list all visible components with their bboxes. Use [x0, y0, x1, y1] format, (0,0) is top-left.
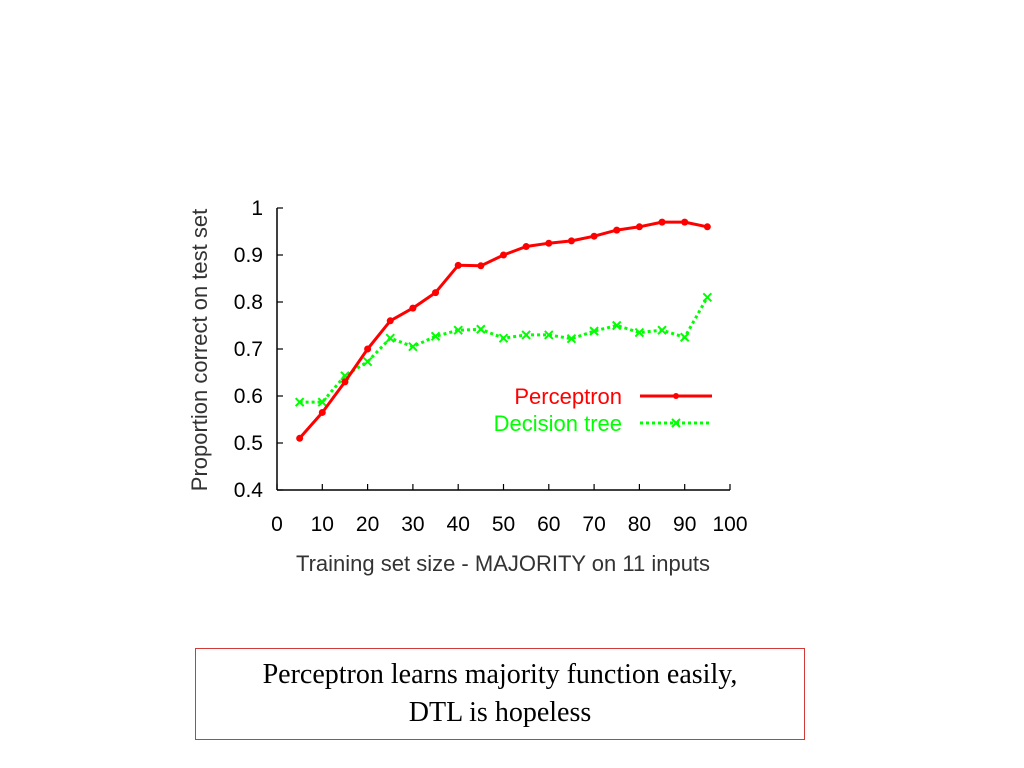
y-tick-label: 0.5 — [234, 432, 263, 455]
data-point-decision-tree — [589, 326, 599, 336]
data-point-perceptron — [477, 262, 485, 270]
data-point-perceptron — [635, 223, 643, 231]
data-point-perceptron — [341, 378, 349, 386]
data-point-perceptron — [658, 218, 666, 226]
data-point-decision-tree — [430, 331, 441, 342]
data-point-decision-tree — [362, 356, 373, 367]
y-axis-title: Proportion correct on test set — [187, 209, 212, 491]
y-tick-label: 0.6 — [234, 385, 263, 408]
data-point-decision-tree — [679, 332, 690, 342]
series-line-decision-tree — [299, 296, 709, 404]
data-point-perceptron — [500, 251, 507, 259]
data-point-perceptron — [364, 345, 372, 353]
x-tick-label: 20 — [356, 513, 379, 536]
y-tick-label: 0.8 — [234, 291, 263, 314]
y-tick-group: 0.4 0.5 0.6 0.7 0.8 0.9 1 — [234, 197, 283, 502]
x-tick-label: 40 — [447, 513, 470, 536]
chart: 0.4 0.5 0.6 0.7 0.8 0.9 1 0 10 20 30 40 50 60 70 80 90 1… — [187, 197, 748, 576]
x-tick-label: 90 — [673, 513, 696, 536]
data-point-decision-tree — [657, 325, 667, 335]
x-tick-label: 10 — [311, 513, 334, 536]
legend-label-perceptron: Perceptron — [514, 384, 622, 409]
x-tick-label: 60 — [537, 513, 560, 536]
data-point-decision-tree — [385, 333, 395, 343]
caption-line-1: Perceptron learns majority function easi… — [262, 659, 738, 690]
data-point-perceptron — [613, 226, 621, 234]
caption-line-2: DTL is hopeless — [408, 697, 592, 728]
x-axis-title: Training set size - MAJORITY on 11 input… — [296, 551, 710, 576]
data-point-decision-tree — [612, 320, 622, 331]
data-point-perceptron — [681, 218, 689, 226]
x-tick-label: 50 — [492, 513, 515, 536]
data-point-perceptron — [522, 243, 530, 251]
data-point-decision-tree — [634, 327, 645, 338]
data-point-decision-tree — [317, 397, 328, 407]
data-point-decision-tree — [544, 330, 554, 340]
data-point-decision-tree — [294, 397, 305, 407]
x-tick-group: 0 10 20 30 40 50 60 70 80 90 100 — [271, 484, 748, 536]
plot-area: 0.4 0.5 0.6 0.7 0.8 0.9 1 0 10 20 30 40 50 60 70 80 90 1… — [234, 197, 748, 536]
data-point-perceptron — [432, 289, 440, 297]
x-tick-label: 100 — [712, 513, 747, 536]
data-point-decision-tree — [498, 333, 509, 343]
data-point-perceptron — [386, 317, 394, 325]
data-point-decision-tree — [408, 341, 418, 352]
data-point-perceptron — [703, 223, 711, 231]
legend-marker-perceptron — [673, 393, 679, 399]
x-tick-label: 70 — [582, 513, 605, 536]
y-tick-label: 0.9 — [234, 244, 263, 267]
legend-marker-decision-tree — [671, 418, 681, 428]
data-point-decision-tree — [521, 330, 531, 340]
series-group — [294, 218, 713, 442]
legend-label-decision-tree: Decision tree — [494, 411, 622, 436]
x-tick-label: 80 — [628, 513, 651, 536]
data-point-perceptron — [545, 239, 553, 247]
data-point-decision-tree — [566, 333, 577, 344]
legend: Perceptron Decision tree — [494, 384, 712, 436]
data-point-perceptron — [590, 232, 598, 240]
y-tick-label: 0.7 — [234, 338, 263, 361]
data-point-decision-tree — [702, 292, 713, 303]
x-tick-label: 30 — [401, 513, 424, 536]
data-point-perceptron — [454, 261, 462, 269]
data-point-decision-tree — [476, 324, 486, 334]
data-point-perceptron — [409, 304, 417, 312]
y-tick-label: 0.4 — [234, 479, 264, 502]
data-point-perceptron — [567, 237, 575, 245]
data-point-decision-tree — [453, 325, 463, 335]
y-tick-label: 1 — [251, 197, 263, 220]
data-point-perceptron — [296, 434, 304, 442]
data-point-perceptron — [318, 408, 326, 416]
caption-box: Perceptron learns majority function easi… — [195, 648, 805, 740]
x-tick-label: 0 — [271, 513, 283, 536]
